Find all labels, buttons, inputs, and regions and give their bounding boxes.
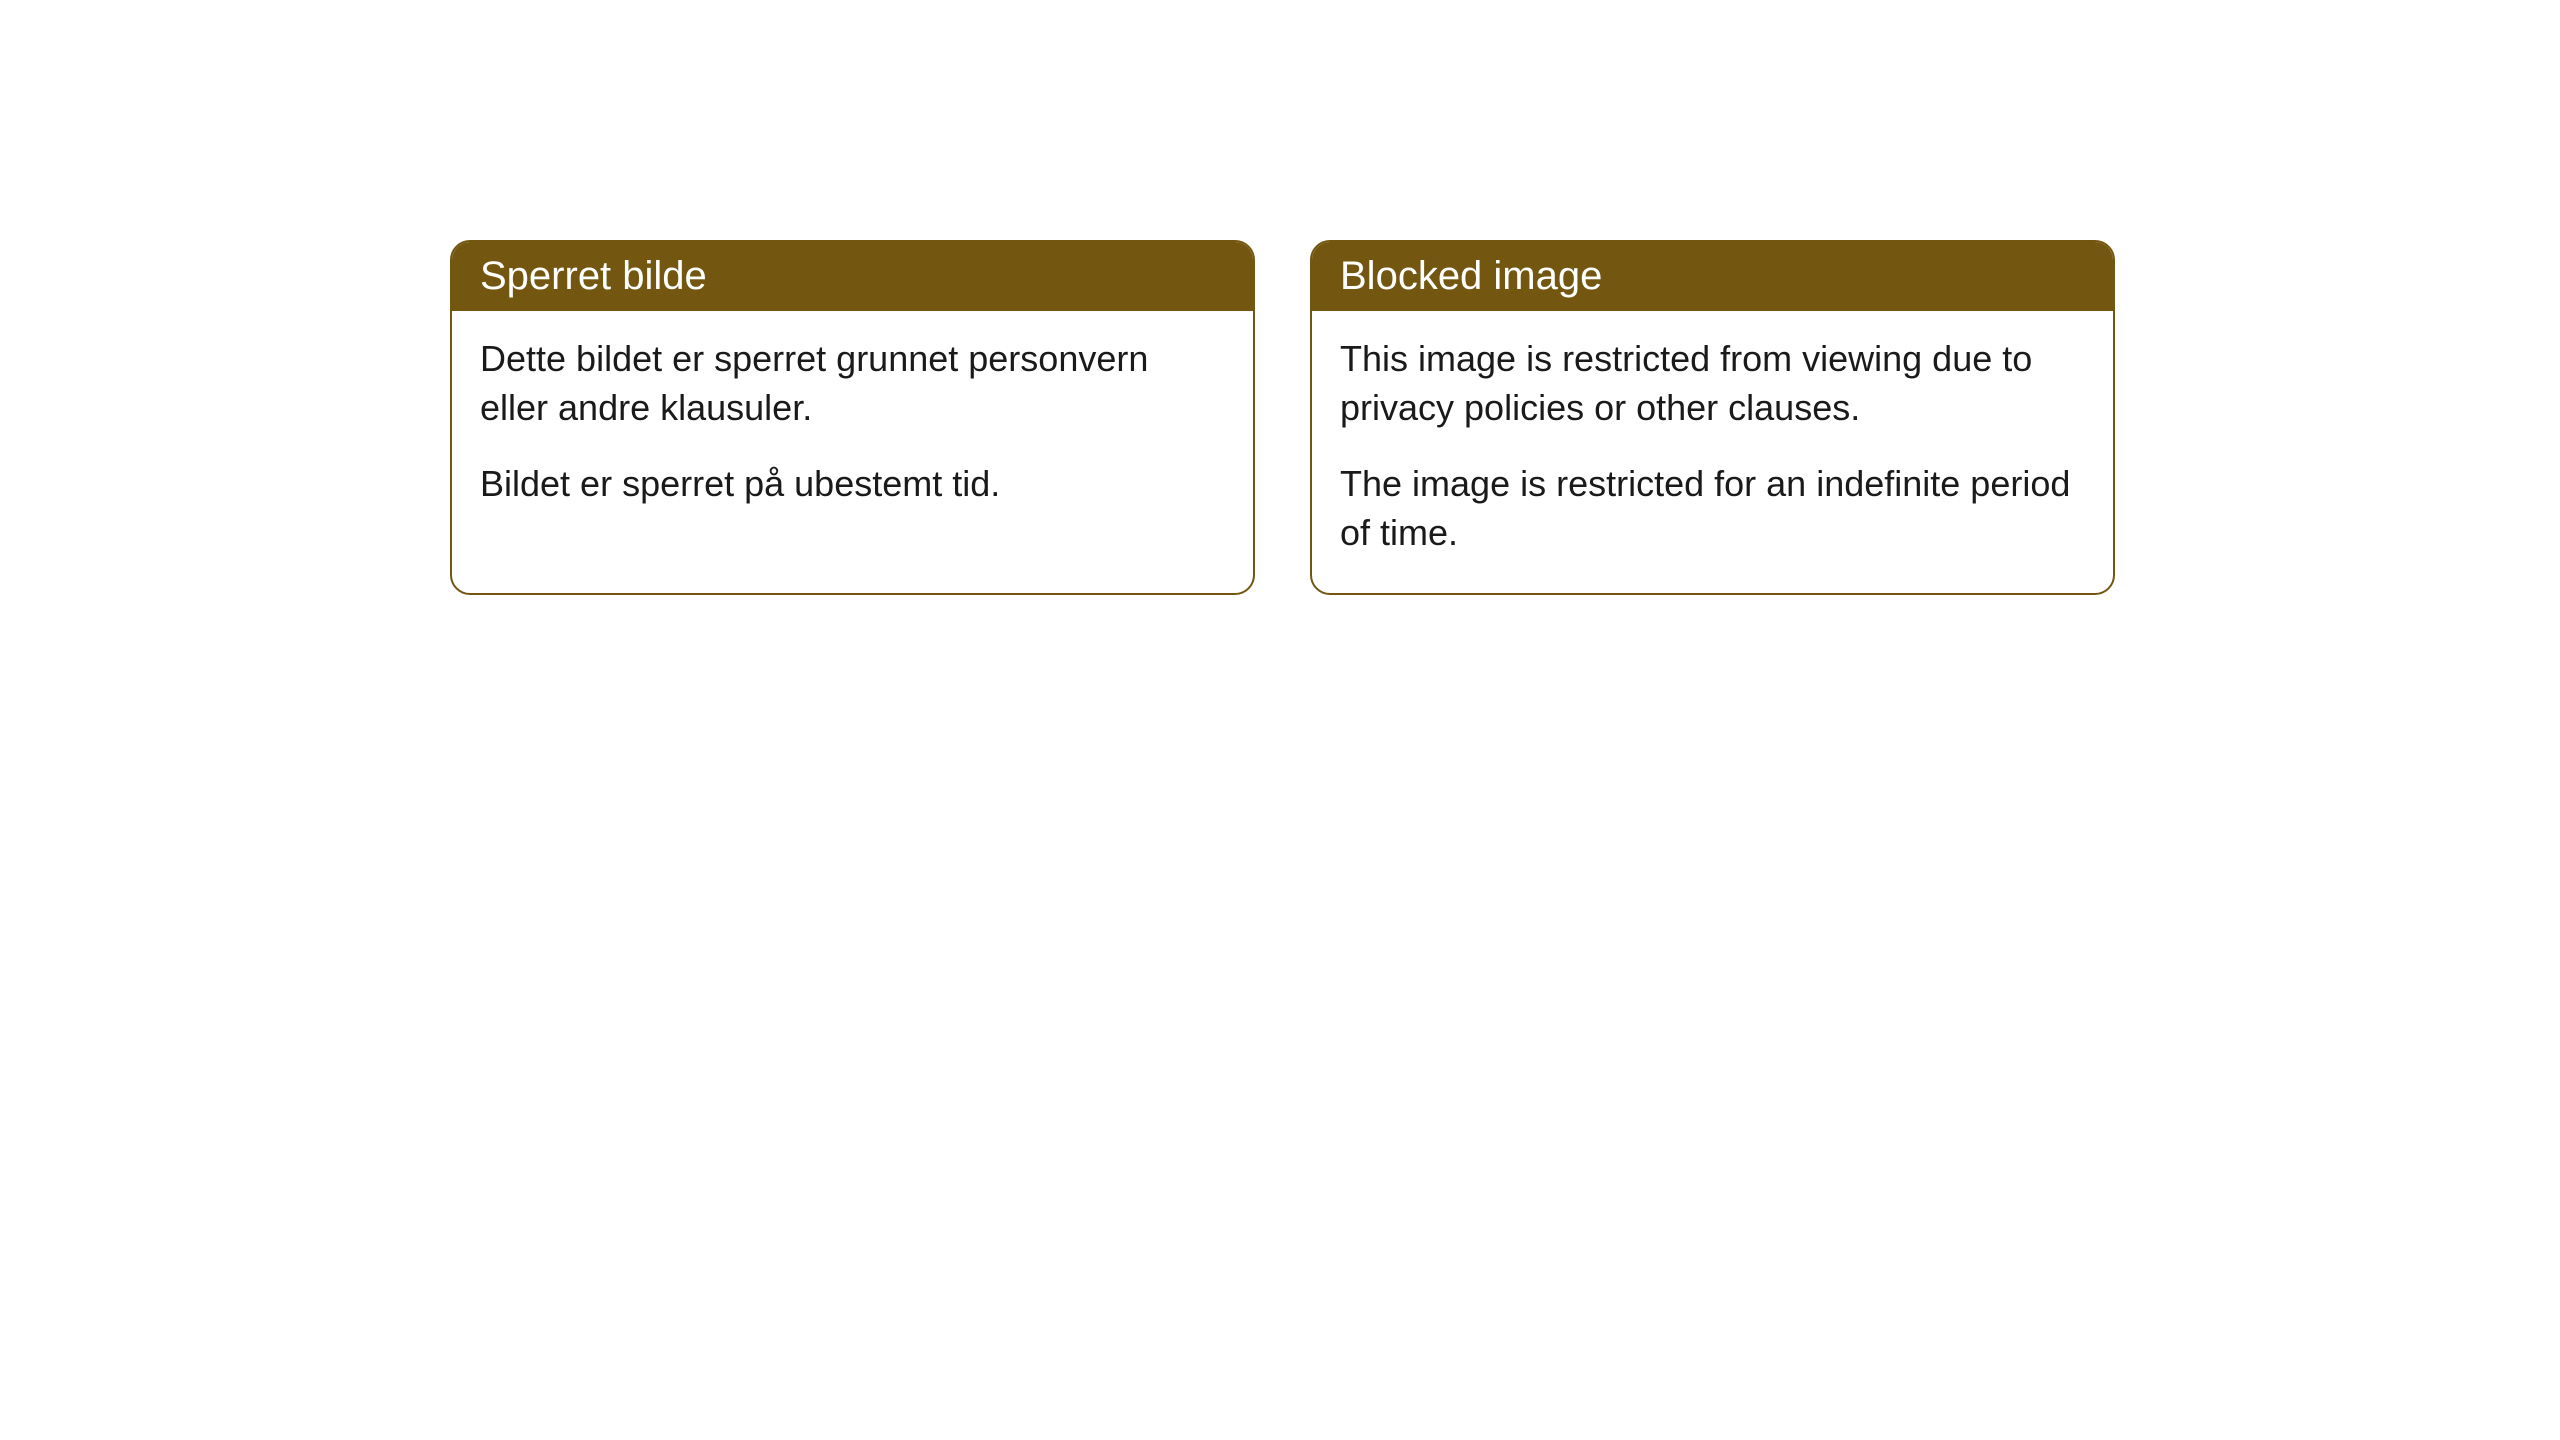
card-title: Sperret bilde [480,254,707,298]
card-header: Sperret bilde [452,242,1253,311]
card-paragraph: Bildet er sperret på ubestemt tid. [480,460,1225,509]
card-header: Blocked image [1312,242,2113,311]
notice-container: Sperret bilde Dette bildet er sperret gr… [450,240,2115,595]
card-paragraph: The image is restricted for an indefinit… [1340,460,2085,557]
card-body: This image is restricted from viewing du… [1312,311,2113,593]
card-paragraph: This image is restricted from viewing du… [1340,335,2085,432]
card-body: Dette bildet er sperret grunnet personve… [452,311,1253,545]
card-paragraph: Dette bildet er sperret grunnet personve… [480,335,1225,432]
notice-card-english: Blocked image This image is restricted f… [1310,240,2115,595]
card-title: Blocked image [1340,254,1602,298]
notice-card-norwegian: Sperret bilde Dette bildet er sperret gr… [450,240,1255,595]
